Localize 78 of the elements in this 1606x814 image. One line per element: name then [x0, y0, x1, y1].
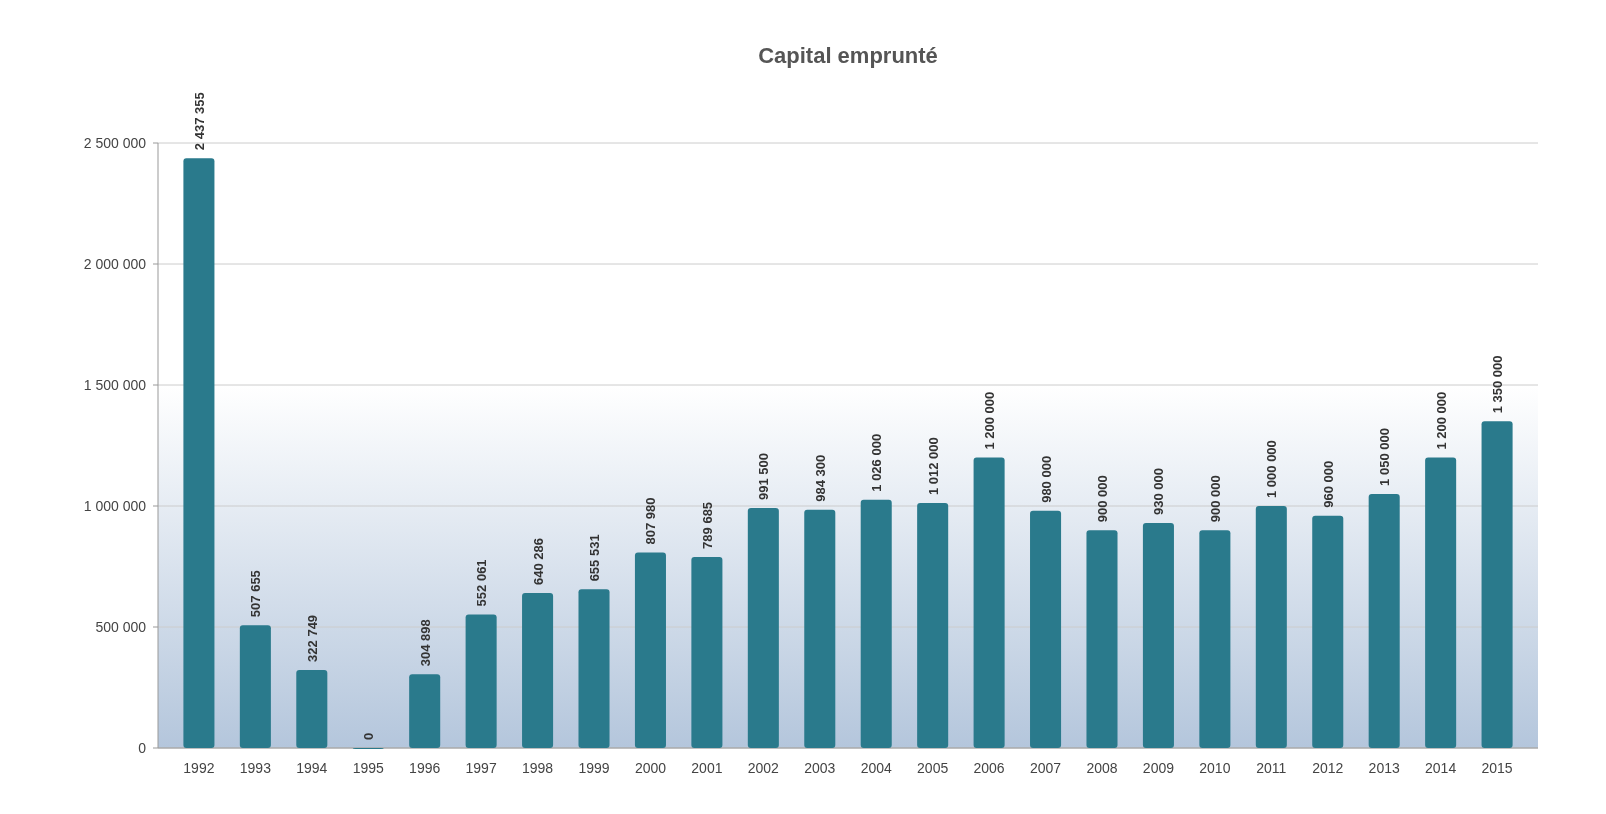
- data-label: 1 200 000: [1433, 391, 1449, 450]
- data-label: 0: [361, 732, 377, 740]
- y-tick-label: 500 000: [95, 618, 147, 635]
- x-tick-label: 2009: [1142, 760, 1175, 776]
- x-tick-label: 1994: [296, 760, 328, 776]
- data-label: 507 655: [248, 570, 264, 618]
- bar: [917, 503, 949, 748]
- data-label: 1 026 000: [869, 433, 885, 492]
- data-label: 984 300: [812, 454, 828, 502]
- data-label: 991 500: [756, 453, 772, 501]
- bar: [1255, 506, 1287, 748]
- data-label: 552 061: [474, 559, 490, 607]
- x-tick-label: 1996: [409, 760, 441, 776]
- x-tick-label: 2014: [1425, 760, 1457, 776]
- data-label: 304 898: [417, 619, 433, 667]
- bar: [578, 589, 610, 748]
- x-tick-label: 2008: [1086, 760, 1118, 776]
- x-tick-label: 1993: [239, 760, 272, 776]
- data-label: 900 000: [1207, 475, 1223, 523]
- bar: [860, 499, 892, 748]
- x-tick-label: 1998: [521, 760, 554, 776]
- bar: [1142, 522, 1174, 748]
- bar: [183, 158, 215, 748]
- data-label: 2 437 355: [191, 92, 207, 151]
- data-label: 1 050 000: [1377, 428, 1393, 486]
- bar: [1199, 530, 1231, 748]
- data-label: 980 000: [1038, 455, 1054, 503]
- x-tick-label: 2010: [1199, 760, 1231, 776]
- x-tick-label: 2015: [1481, 760, 1513, 776]
- data-label: 1 012 000: [925, 437, 941, 496]
- data-label: 789 685: [699, 501, 715, 549]
- x-tick-label: 2000: [634, 760, 667, 776]
- x-tick-label: 1995: [352, 760, 385, 776]
- y-tick-label: 2 000 000: [83, 255, 147, 272]
- x-tick-label: 2007: [1029, 760, 1062, 776]
- chart-title: Capital emprunté: [758, 43, 938, 68]
- bar: [747, 508, 779, 748]
- x-tick-label: 2011: [1256, 760, 1287, 776]
- bar: [691, 556, 723, 748]
- y-tick-label: 1 000 000: [83, 497, 147, 514]
- data-label: 655 531: [587, 534, 603, 582]
- data-label: 930 000: [1151, 467, 1167, 515]
- data-label: 1 350 000: [1490, 355, 1506, 414]
- x-tick-label: 2001: [691, 760, 723, 776]
- data-label: 322 749: [304, 614, 320, 662]
- bar: [634, 552, 666, 748]
- x-tick-label: 2005: [917, 760, 949, 776]
- bar: [296, 669, 328, 748]
- bar: [465, 614, 497, 748]
- x-tick-label: 2013: [1368, 760, 1400, 776]
- x-tick-label: 2012: [1312, 760, 1344, 776]
- bar: [1086, 530, 1118, 748]
- x-tick-label: 2004: [860, 760, 892, 776]
- bar: [1030, 510, 1062, 748]
- bar: [973, 457, 1005, 748]
- x-tick-label: 1992: [183, 760, 215, 776]
- data-label: 1 000 000: [1264, 440, 1280, 498]
- bar: [409, 674, 441, 748]
- data-label: 900 000: [1094, 475, 1110, 523]
- data-label: 640 286: [530, 538, 546, 586]
- data-label: 807 980: [643, 497, 659, 545]
- x-tick-label: 2006: [973, 760, 1005, 776]
- y-tick-label: 1 500 000: [83, 376, 147, 393]
- bar: [1481, 421, 1513, 748]
- bar: [1368, 493, 1400, 748]
- bar: [239, 625, 271, 748]
- x-tick-label: 2002: [747, 760, 780, 776]
- data-label: 960 000: [1320, 460, 1336, 508]
- bar: [804, 509, 836, 748]
- x-tick-label: 2003: [804, 760, 836, 776]
- y-tick-label: 2 500 000: [83, 134, 147, 151]
- x-tick-label: 1999: [578, 760, 610, 776]
- bar: [1425, 457, 1457, 748]
- y-tick-label: 0: [138, 739, 147, 756]
- bar: [1312, 515, 1344, 748]
- x-tick-label: 1997: [465, 760, 497, 776]
- data-label: 1 200 000: [982, 391, 998, 450]
- bar: [522, 593, 554, 748]
